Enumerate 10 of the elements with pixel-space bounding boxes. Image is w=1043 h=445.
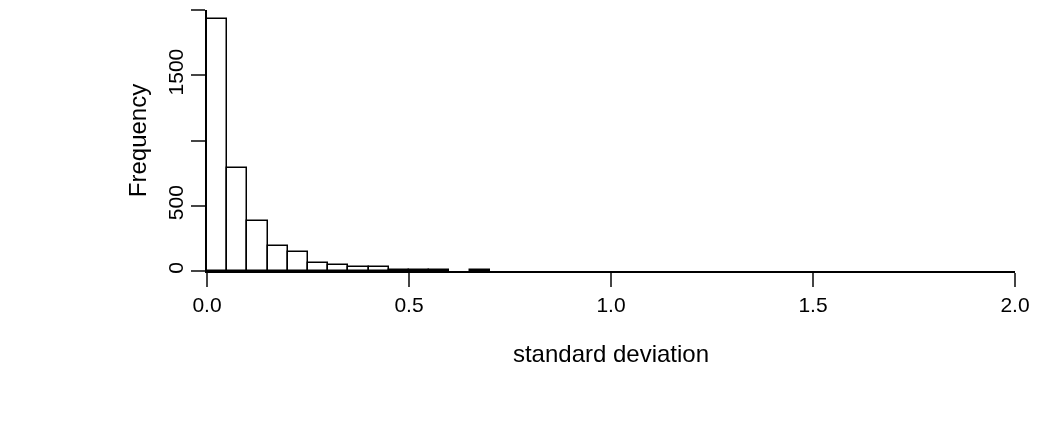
x-tick-label: 1.0 xyxy=(596,292,626,316)
x-tick-label: 0.0 xyxy=(192,292,222,316)
y-axis-title: Frequency xyxy=(124,83,152,198)
y-tick-label: 500 xyxy=(163,185,187,221)
x-tick-label: 2.0 xyxy=(1000,292,1030,316)
x-tick-label: 0.5 xyxy=(394,292,424,316)
x-axis-title: standard deviation xyxy=(512,339,710,367)
x-tick-label: 1.5 xyxy=(798,292,828,316)
y-tick-label: 1500 xyxy=(163,48,187,96)
y-tick-label: 0 xyxy=(163,262,187,274)
